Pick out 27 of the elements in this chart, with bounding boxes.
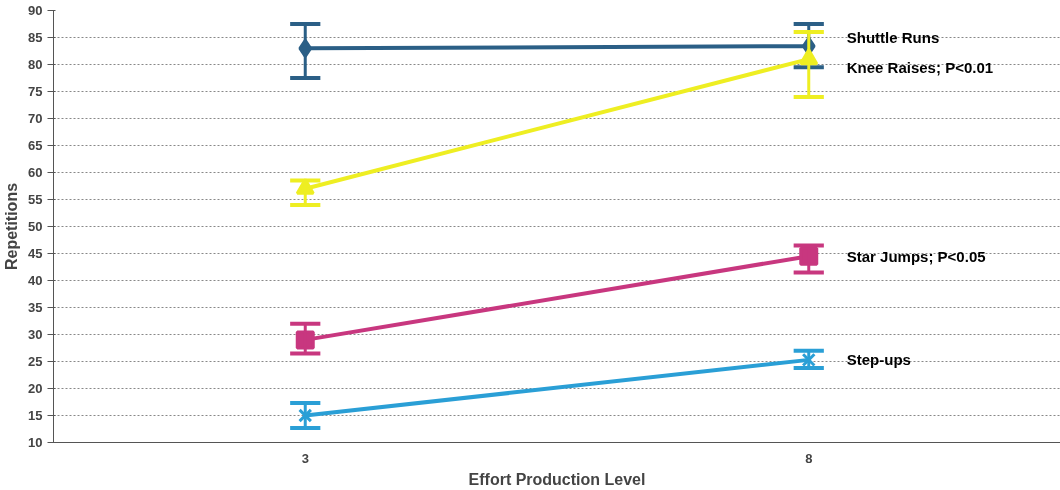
y-tick-label: 15 — [28, 408, 43, 423]
y-tick-label: 25 — [28, 354, 43, 369]
y-tick-label: 20 — [28, 381, 43, 396]
y-tick-label: 90 — [28, 3, 43, 18]
y-tick-label: 35 — [28, 300, 43, 315]
y-tick-label: 40 — [28, 273, 43, 288]
text: Shuttle Runs — [846, 29, 940, 47]
y-tick-label: 75 — [28, 84, 43, 99]
y-tick-label: 65 — [28, 138, 43, 153]
point — [298, 408, 313, 423]
y-tick-label: 80 — [28, 57, 43, 72]
text: Knee Raises; P<0.01 — [846, 59, 994, 76]
point — [801, 352, 816, 368]
y-tick-label: 70 — [28, 111, 43, 126]
y-tick-label: 60 — [28, 165, 43, 180]
x-tick-label: 8 — [805, 450, 813, 466]
x-tick-label: 3 — [301, 450, 309, 466]
y-tick-label: 30 — [28, 327, 43, 342]
x-axis-title: Effort Production Level — [468, 470, 646, 488]
text: Step-ups — [846, 351, 911, 369]
y-tick-label: 10 — [28, 435, 43, 450]
y-tick-label: 85 — [28, 30, 43, 45]
y-tick-label: 45 — [28, 246, 43, 261]
y-tick-label: 50 — [28, 219, 43, 234]
y-axis-title: Repetitions — [3, 182, 21, 271]
series-label: Star Jumps; P<0.05 — [846, 247, 986, 265]
y-tick-label: 55 — [28, 192, 43, 207]
